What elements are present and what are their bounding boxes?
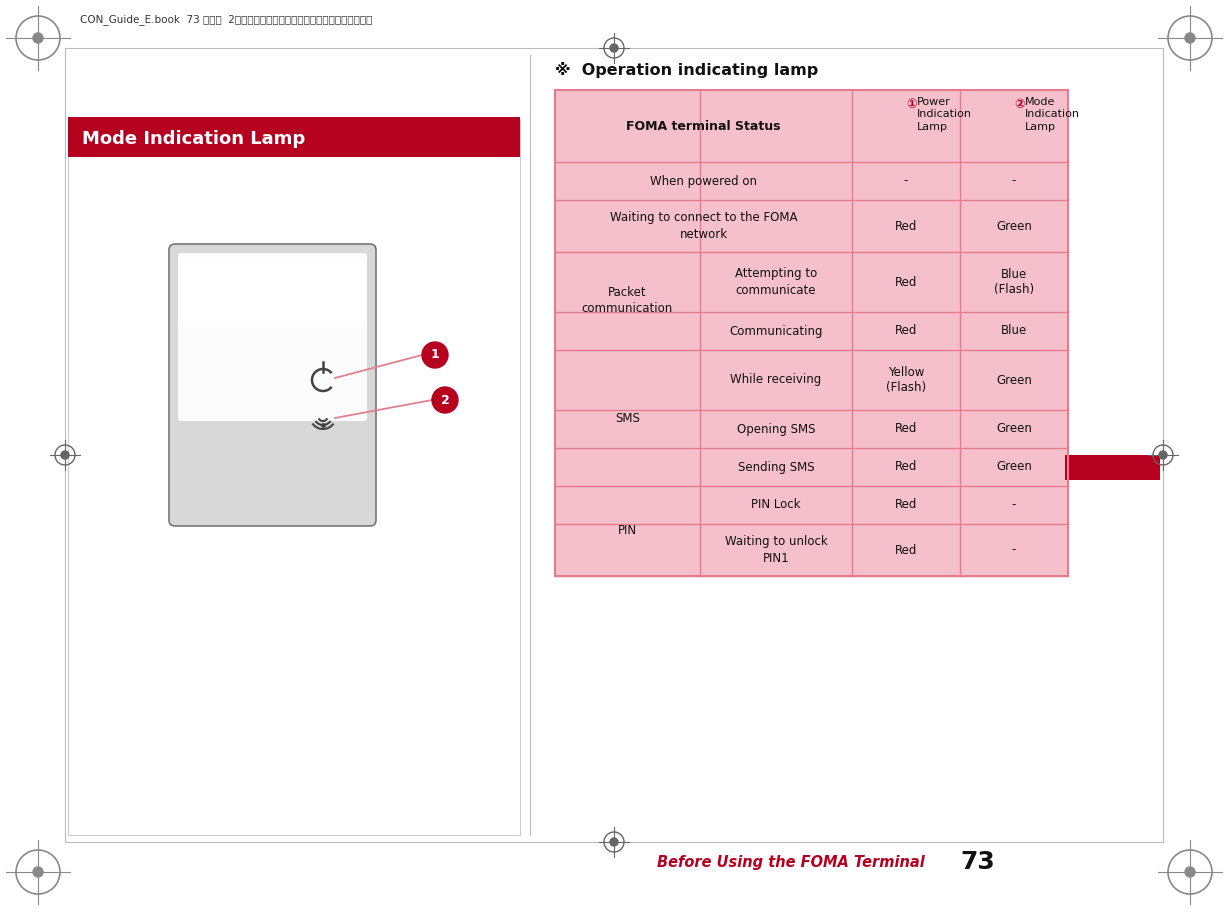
Text: Mode
Indication
Lamp: Mode Indication Lamp bbox=[1025, 97, 1079, 132]
Text: Red: Red bbox=[895, 499, 917, 511]
Circle shape bbox=[432, 387, 458, 413]
Text: FOMA terminal Status: FOMA terminal Status bbox=[626, 119, 781, 133]
Text: ①: ① bbox=[906, 98, 916, 111]
Text: -: - bbox=[1012, 175, 1017, 187]
Circle shape bbox=[33, 33, 43, 43]
Text: Red: Red bbox=[895, 219, 917, 232]
Text: Waiting to unlock
PIN1: Waiting to unlock PIN1 bbox=[725, 535, 828, 564]
Circle shape bbox=[61, 451, 69, 459]
Text: 1: 1 bbox=[431, 349, 440, 361]
Text: ②: ② bbox=[1014, 98, 1024, 111]
FancyBboxPatch shape bbox=[555, 410, 1068, 448]
Text: Communicating: Communicating bbox=[729, 325, 823, 338]
Text: Red: Red bbox=[895, 276, 917, 288]
Text: 2: 2 bbox=[441, 393, 449, 407]
Text: -: - bbox=[1012, 499, 1017, 511]
Circle shape bbox=[422, 342, 448, 368]
FancyBboxPatch shape bbox=[68, 120, 519, 835]
Text: Yellow
(Flash): Yellow (Flash) bbox=[885, 366, 926, 395]
Text: Green: Green bbox=[996, 460, 1032, 473]
Text: Green: Green bbox=[996, 422, 1032, 436]
Text: Red: Red bbox=[895, 460, 917, 473]
Text: Before Using the FOMA Terminal: Before Using the FOMA Terminal bbox=[657, 854, 925, 869]
FancyBboxPatch shape bbox=[555, 486, 1068, 524]
FancyBboxPatch shape bbox=[555, 162, 1068, 200]
Text: Red: Red bbox=[895, 325, 917, 338]
Text: Green: Green bbox=[996, 373, 1032, 387]
Text: Power
Indication
Lamp: Power Indication Lamp bbox=[917, 97, 973, 132]
FancyBboxPatch shape bbox=[1065, 455, 1160, 480]
Text: -: - bbox=[904, 175, 909, 187]
Circle shape bbox=[610, 838, 618, 846]
FancyBboxPatch shape bbox=[179, 258, 366, 322]
FancyBboxPatch shape bbox=[555, 350, 1068, 410]
Text: SMS: SMS bbox=[615, 411, 640, 424]
Text: Red: Red bbox=[895, 422, 917, 436]
Text: Green: Green bbox=[996, 219, 1032, 232]
Text: Opening SMS: Opening SMS bbox=[737, 422, 815, 436]
Circle shape bbox=[1159, 451, 1167, 459]
FancyBboxPatch shape bbox=[555, 252, 1068, 312]
Text: PIN Lock: PIN Lock bbox=[752, 499, 801, 511]
Circle shape bbox=[1185, 867, 1195, 877]
Text: CON_Guide_E.book  73 ページ  2００８年１１月２６日　水曜日　午後６時４３分: CON_Guide_E.book 73 ページ 2００８年１１月２６日 水曜日 … bbox=[80, 15, 372, 25]
FancyBboxPatch shape bbox=[555, 200, 1068, 252]
Circle shape bbox=[610, 44, 618, 52]
FancyBboxPatch shape bbox=[555, 448, 1068, 486]
FancyBboxPatch shape bbox=[699, 163, 701, 199]
Text: While receiving: While receiving bbox=[731, 373, 822, 387]
Text: Blue: Blue bbox=[1001, 325, 1027, 338]
FancyBboxPatch shape bbox=[555, 312, 1068, 350]
Text: Packet
communication: Packet communication bbox=[582, 287, 673, 316]
FancyBboxPatch shape bbox=[68, 120, 519, 157]
Circle shape bbox=[33, 867, 43, 877]
FancyBboxPatch shape bbox=[68, 117, 519, 120]
FancyBboxPatch shape bbox=[178, 253, 367, 421]
Text: Blue
(Flash): Blue (Flash) bbox=[993, 268, 1034, 297]
FancyBboxPatch shape bbox=[699, 200, 701, 251]
Text: PIN: PIN bbox=[618, 524, 637, 538]
FancyBboxPatch shape bbox=[169, 244, 376, 526]
Text: Mode Indication Lamp: Mode Indication Lamp bbox=[82, 130, 306, 148]
Text: -: - bbox=[1012, 543, 1017, 557]
Text: Waiting to connect to the FOMA
network: Waiting to connect to the FOMA network bbox=[610, 211, 797, 240]
Text: 73: 73 bbox=[960, 850, 995, 874]
Text: When powered on: When powered on bbox=[650, 175, 756, 187]
Text: Attempting to
communicate: Attempting to communicate bbox=[734, 268, 817, 297]
Text: Sending SMS: Sending SMS bbox=[738, 460, 814, 473]
Text: ※  Operation indicating lamp: ※ Operation indicating lamp bbox=[555, 62, 818, 78]
Text: Red: Red bbox=[895, 543, 917, 557]
Circle shape bbox=[1185, 33, 1195, 43]
FancyBboxPatch shape bbox=[555, 524, 1068, 576]
FancyBboxPatch shape bbox=[555, 90, 1068, 162]
